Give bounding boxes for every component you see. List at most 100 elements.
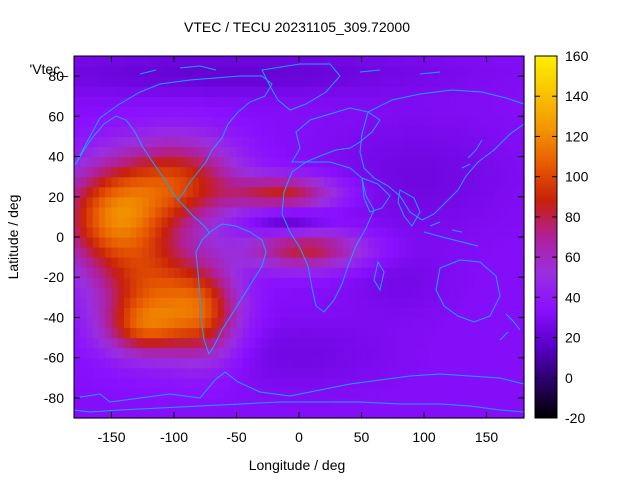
heatmap-cell [455,377,463,389]
heatmap-cell [455,196,463,208]
heatmap-cell [267,156,275,168]
heatmap-cell [374,267,381,278]
heatmap-cell [311,347,319,359]
heatmap-cell [399,337,406,349]
heatmap-cell [417,176,425,188]
heatmap-cell [436,116,444,127]
heatmap-cell [355,196,363,208]
heatmap-cell [249,166,256,178]
heatmap-cell [480,397,488,409]
heatmap-cell [74,347,81,359]
heatmap-cell [236,96,244,107]
heatmap-cell [149,106,156,117]
heatmap-cell [430,387,438,399]
heatmap-cell [336,237,344,248]
heatmap-cell [480,76,488,87]
heatmap-cell [392,397,400,409]
heatmap-cell [280,96,288,107]
heatmap-cell [186,317,194,329]
heatmap-cell [236,146,244,158]
heatmap-cell [117,357,125,369]
heatmap-cell [230,76,238,87]
heatmap-cell [267,216,275,228]
heatmap-cell [399,357,406,369]
heatmap-cell [211,116,219,127]
heatmap-cell [411,166,419,178]
heatmap-cell [424,307,431,319]
heatmap-cell [430,136,438,148]
heatmap-cell [199,387,206,399]
heatmap-cell [211,397,219,409]
heatmap-cell [311,257,319,268]
heatmap-cell [405,106,413,117]
heatmap-cell [186,166,194,178]
heatmap-cell [230,287,238,298]
heatmap-cell [105,307,113,319]
heatmap-cell [180,176,188,188]
heatmap-cell [236,166,244,178]
heatmap-cell [130,247,138,258]
heatmap-cell [99,367,106,379]
heatmap-cell [474,66,481,77]
heatmap-cell [392,287,400,298]
heatmap-cell [386,377,394,389]
heatmap-cell [280,357,288,369]
heatmap-cell [161,126,169,138]
heatmap-cell [324,357,331,369]
heatmap-cell [380,407,388,419]
heatmap-cell [117,317,125,329]
heatmap-cell [242,357,250,369]
heatmap-cell [474,297,481,308]
heatmap-cell [380,206,388,218]
heatmap-cell [486,226,494,238]
heatmap-cell [386,357,394,369]
heatmap-cell [480,126,488,138]
heatmap-cell [286,96,294,107]
heatmap-cell [124,237,131,248]
heatmap-cell [442,257,450,268]
heatmap-cell [361,367,369,379]
heatmap-cell [267,407,275,419]
heatmap-cell [405,226,413,238]
heatmap-cell [249,216,256,228]
heatmap-cell [92,86,100,97]
heatmap-cell [380,226,388,238]
heatmap-cell [324,136,331,148]
heatmap-cell [480,206,488,218]
heatmap-cell [111,206,119,218]
heatmap-cell [92,136,100,148]
heatmap-cell [236,267,244,278]
heatmap-cell [261,297,269,308]
heatmap-cell [142,377,150,389]
heatmap-cell [105,407,113,419]
heatmap-cell [149,307,156,319]
heatmap-cell [80,166,88,178]
heatmap-cell [349,387,356,399]
heatmap-cell [411,347,419,359]
heatmap-cell [161,337,169,349]
heatmap-cell [367,166,375,178]
heatmap-cell [261,106,269,117]
heatmap-cell [492,66,500,77]
heatmap-cell [355,287,363,298]
heatmap-cell [399,267,406,278]
heatmap-cell [492,76,500,87]
heatmap-cell [299,186,306,198]
heatmap-cell [224,86,231,97]
heatmap-cell [117,337,125,349]
heatmap-cell [136,337,144,349]
heatmap-cell [142,277,150,288]
heatmap-cell [174,387,181,399]
heatmap-cell [342,397,350,409]
heatmap-cell [405,357,413,369]
heatmap-cell [474,257,481,268]
heatmap-cell [424,66,431,77]
heatmap-cell [180,237,188,248]
heatmap-cell [392,307,400,319]
heatmap-cell [267,237,275,248]
heatmap-cell [149,367,156,379]
heatmap-cell [367,96,375,107]
heatmap-cell [242,66,250,77]
heatmap-cell [367,136,375,148]
heatmap-cell [442,317,450,329]
